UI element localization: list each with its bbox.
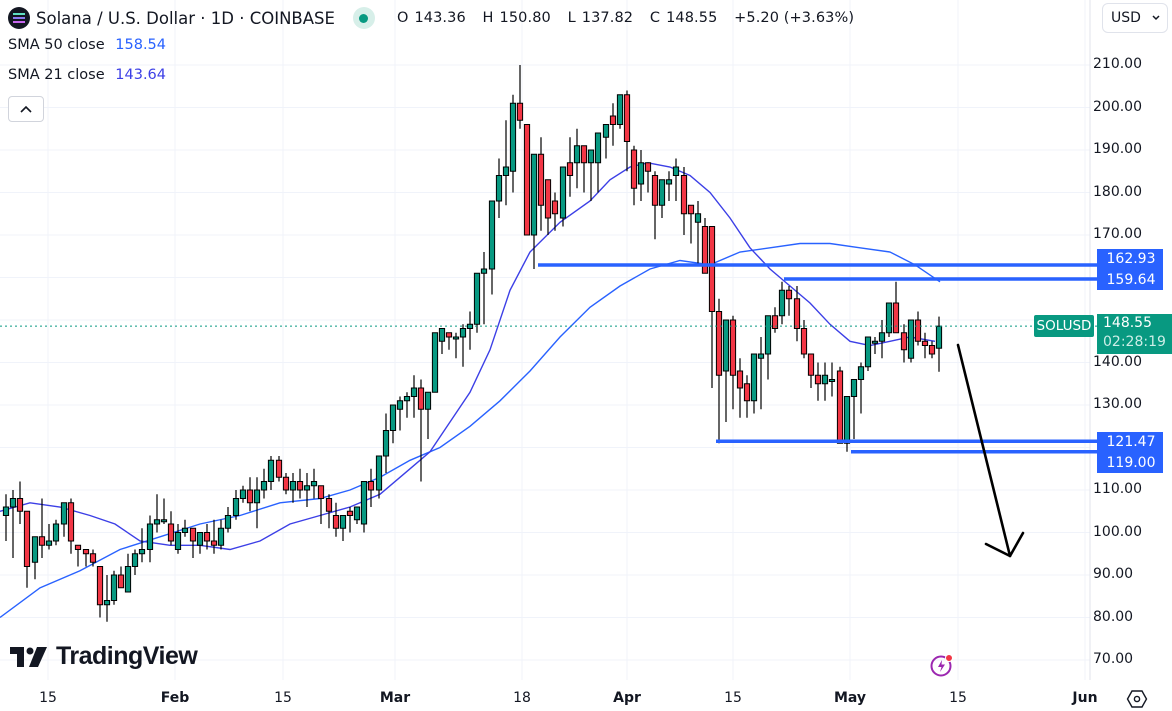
market-open-dot-icon	[352, 7, 375, 29]
tradingview-wordmark: TradingView	[56, 642, 198, 670]
gear-hexagon-icon[interactable]	[1126, 689, 1148, 709]
price-tick-label: 80.00	[1093, 608, 1134, 625]
solana-logo-icon	[8, 7, 30, 29]
time-tick-label: Mar	[379, 690, 411, 706]
time-tick-label: 15	[274, 690, 292, 706]
tradingview-logo[interactable]: TradingView	[10, 642, 198, 671]
price-tick-label: 190.00	[1093, 141, 1142, 157]
ohlc-change: +5.20 (+3.63%)	[734, 10, 855, 26]
ohlc-close: C 148.55	[649, 10, 718, 26]
level-tag-159-64: 159.64	[1097, 270, 1163, 290]
last-price: 148.55	[1103, 315, 1152, 331]
level-tag-121-47: 121.47	[1097, 432, 1163, 453]
sma-50-line	[0, 242, 941, 619]
price-tick-label: 180.00	[1093, 183, 1142, 200]
chart-legend: Solana / U.S. Dollar · 1D · COINBASE O 14…	[8, 6, 860, 122]
price-tick-label: 170.00	[1093, 226, 1142, 242]
time-tick-label: 15	[949, 690, 967, 706]
flash-alert-icon[interactable]	[929, 652, 955, 678]
tradingview-logo-icon	[10, 646, 47, 667]
indicator-label: SMA 50 close	[8, 37, 105, 53]
currency-select[interactable]: USD	[1102, 3, 1168, 33]
candlestick-series	[2, 65, 943, 622]
grid-lines	[0, 0, 1091, 680]
indicator-value: 158.54	[115, 37, 167, 53]
price-tick-label: 70.00	[1093, 651, 1134, 667]
indicator-sma50[interactable]: SMA 50 close 158.54	[8, 30, 860, 60]
bar-countdown: 02:28:19	[1103, 334, 1166, 350]
ohlc-low: L 137.82	[567, 10, 634, 26]
indicator-sma21[interactable]: SMA 21 close 143.64	[8, 60, 860, 90]
currency-label: USD	[1111, 10, 1141, 26]
sma-21-line	[0, 162, 936, 551]
chevron-down-icon	[1152, 15, 1160, 21]
ohlc-values: O 143.36 H 150.80 L 137.82 C 148.55 +5.20 (+…	[397, 10, 860, 26]
chevron-up-icon	[20, 105, 32, 113]
level-tag-162-93: 162.93	[1097, 249, 1163, 270]
time-tick-label: 15	[724, 690, 742, 706]
price-tick-label: 100.00	[1093, 523, 1142, 540]
price-tick-label: 90.00	[1093, 566, 1134, 582]
symbol-title[interactable]: Solana / U.S. Dollar · 1D · COINBASE	[36, 8, 335, 28]
price-tick-label: 130.00	[1093, 396, 1142, 412]
ohlc-open: O 143.36	[396, 10, 466, 26]
time-tick-label: 18	[513, 690, 531, 706]
collapse-legend-button[interactable]	[8, 96, 44, 122]
indicator-label: SMA 21 close	[8, 67, 105, 83]
level-tag-119-00: 119.00	[1097, 453, 1163, 473]
symbol-header: Solana / U.S. Dollar · 1D · COINBASE O 14…	[8, 6, 860, 30]
price-tick-label: 110.00	[1093, 481, 1142, 497]
time-tick-label: Feb	[160, 690, 190, 706]
price-tick-label: 200.00	[1093, 98, 1142, 115]
horizontal-level-lines[interactable]	[538, 263, 1097, 454]
time-tick-label: Apr	[613, 690, 641, 706]
price-tick-label: 210.00	[1093, 56, 1142, 72]
last-price-tag: 148.55 02:28:19	[1097, 314, 1172, 354]
symbol-tag: SOLUSD	[1034, 315, 1094, 337]
time-tick-label: 15	[39, 690, 57, 706]
price-tick-label: 140.00	[1093, 353, 1142, 370]
down-arrow-annotation[interactable]	[956, 343, 1025, 558]
time-tick-label: May	[833, 690, 867, 706]
ohlc-high: H 150.80	[482, 10, 551, 26]
indicator-value: 143.64	[115, 67, 167, 83]
time-tick-label: Jun	[1072, 690, 1098, 706]
